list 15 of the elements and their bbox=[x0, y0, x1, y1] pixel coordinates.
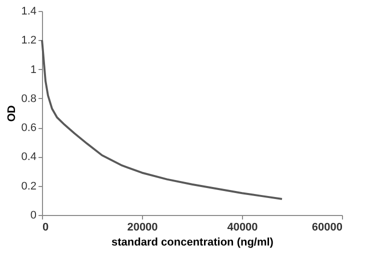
x-tick-label: 60000 bbox=[312, 222, 342, 234]
x-axis-title: standard concentration (ng/ml) bbox=[112, 236, 274, 248]
y-tick-label: 0.4 bbox=[21, 151, 36, 164]
line-series bbox=[41, 39, 283, 200]
y-tick-label: 1.2 bbox=[21, 34, 36, 47]
y-tick-label: 1.4 bbox=[21, 6, 36, 18]
y-tick-label: 1 bbox=[30, 64, 36, 76]
y-axis-title: OD bbox=[6, 105, 18, 122]
x-tick-label: 40000 bbox=[227, 222, 258, 234]
x-tick-label: 0 bbox=[42, 222, 49, 234]
y-tick-label: 0.6 bbox=[21, 122, 36, 134]
y-tick-label: 0 bbox=[30, 210, 36, 222]
x-tick-label: 20000 bbox=[127, 222, 158, 234]
y-tick-label: 0.8 bbox=[21, 92, 36, 105]
y-tick-label: 0.2 bbox=[21, 180, 36, 192]
